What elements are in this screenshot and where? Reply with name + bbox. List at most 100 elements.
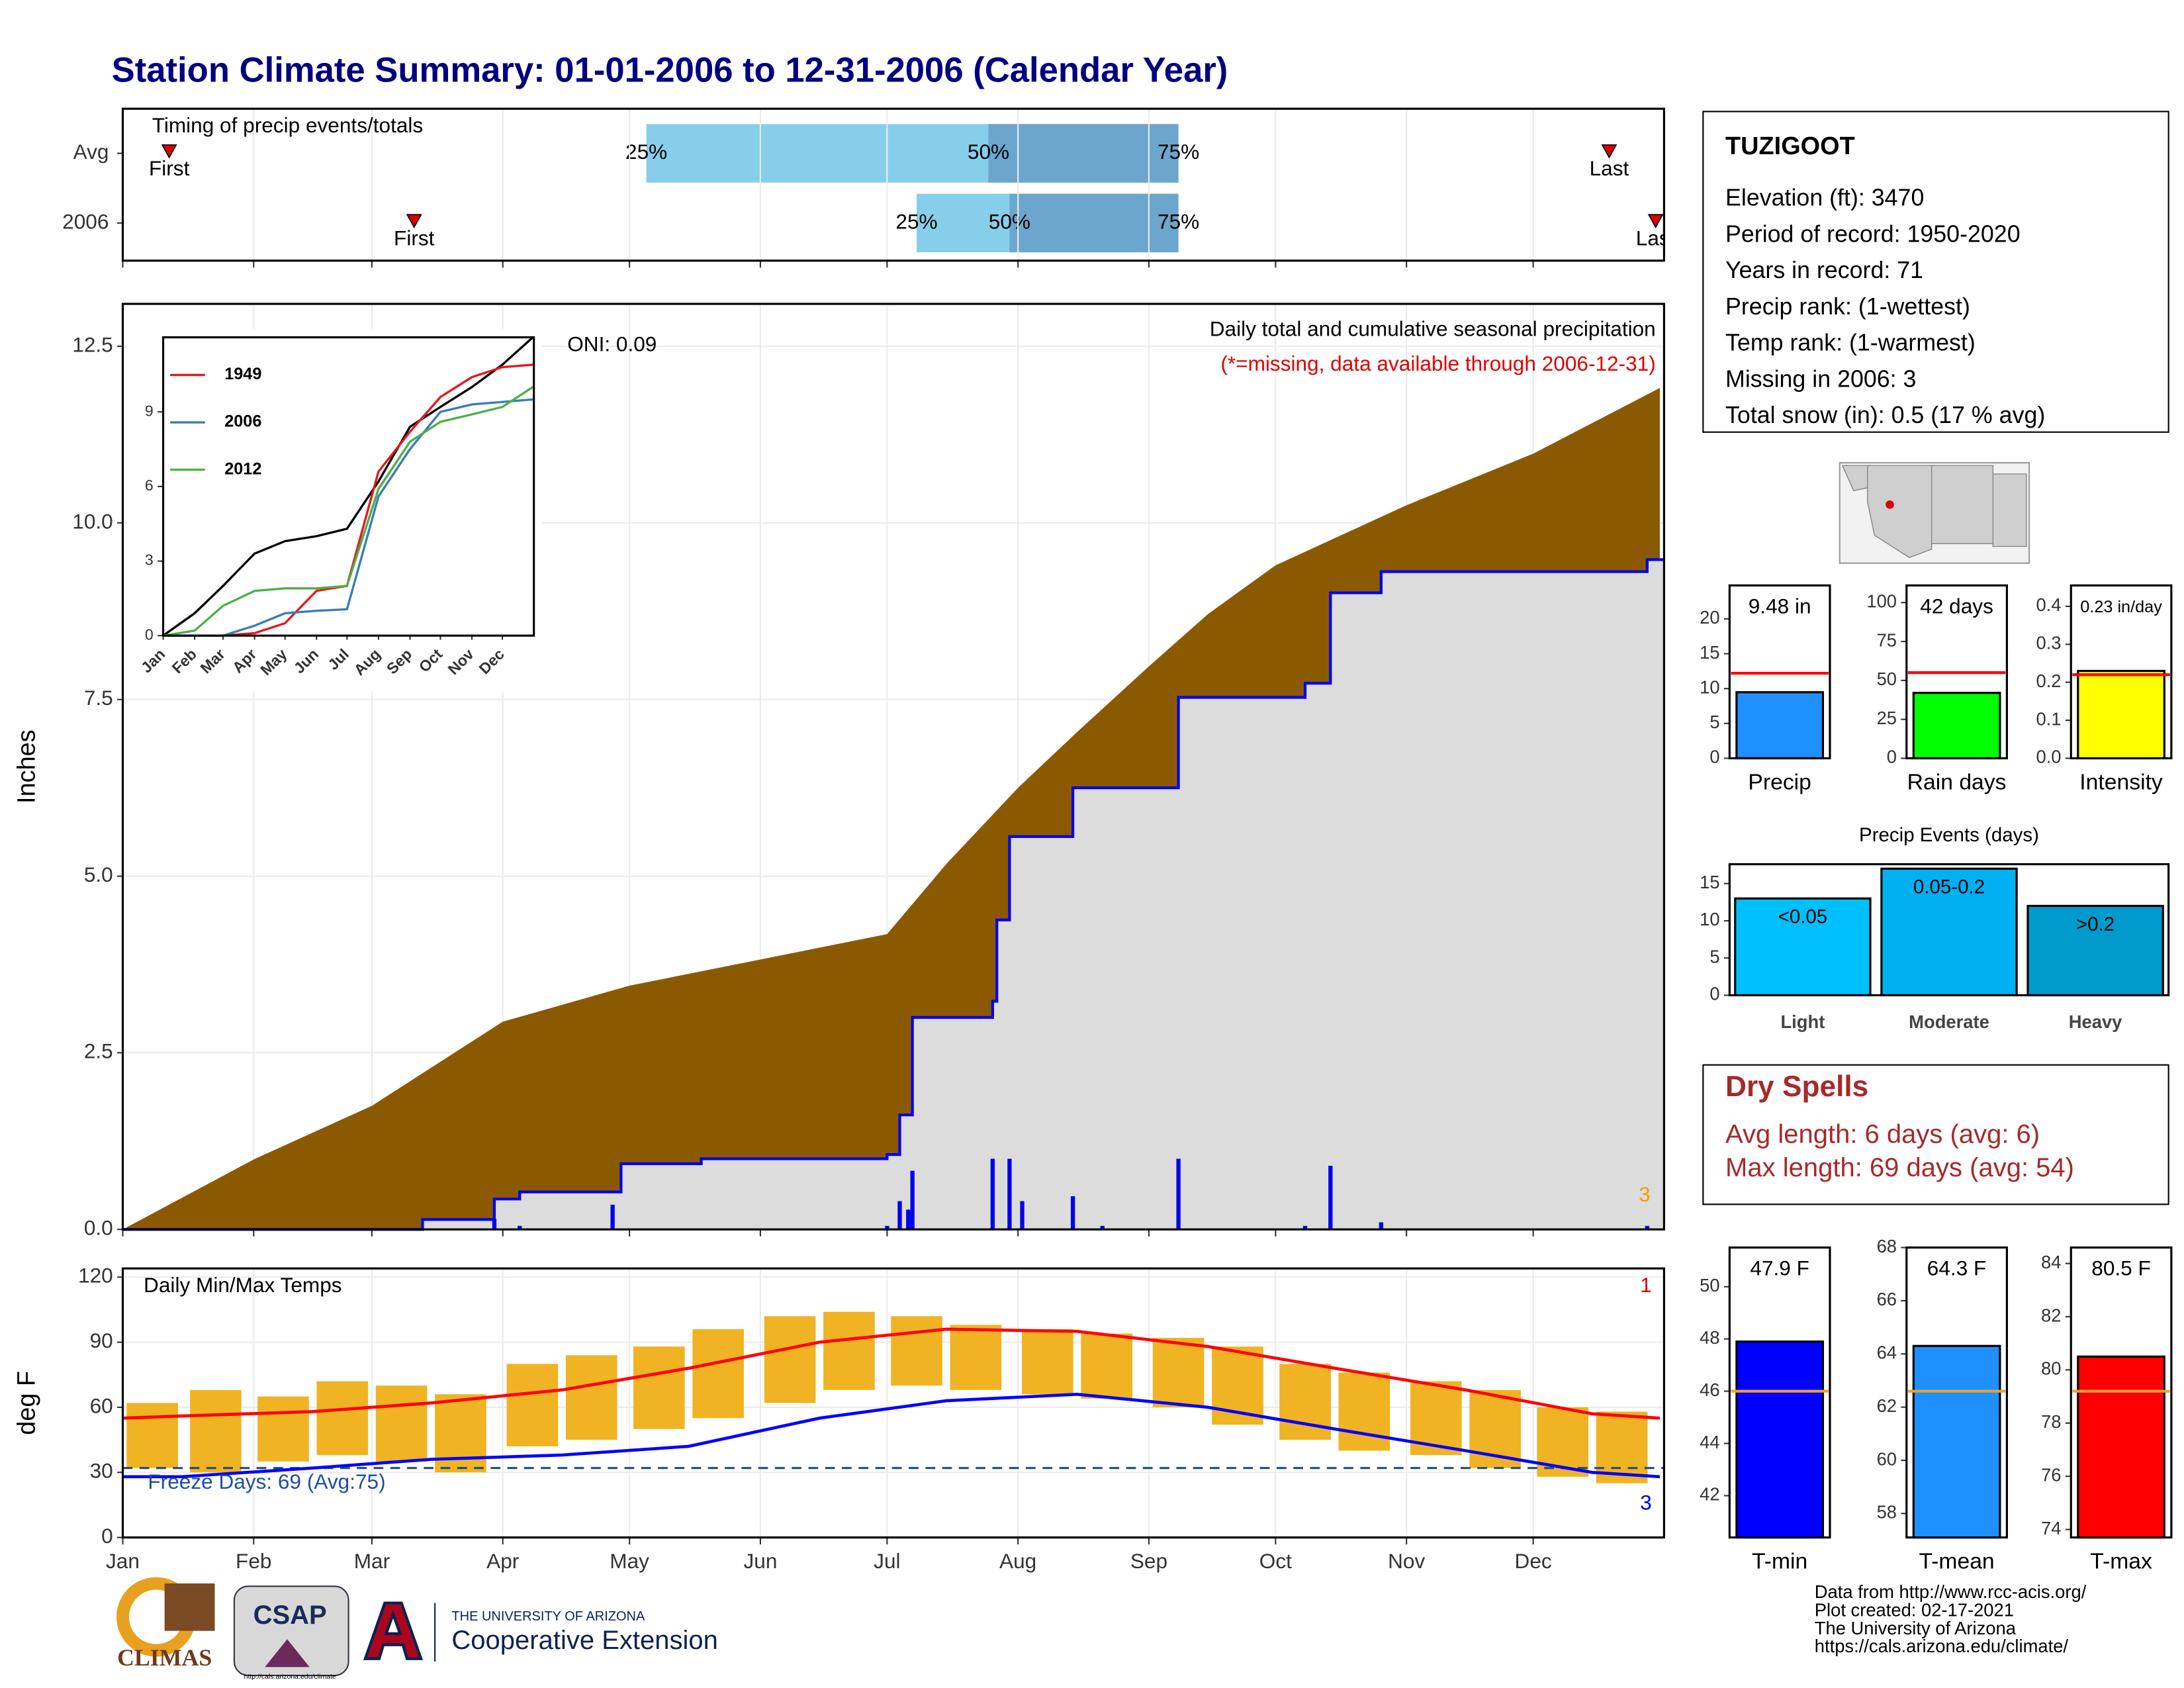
y-tick-label: 9 xyxy=(145,402,154,419)
x-tick-label: Sep xyxy=(1130,1549,1167,1573)
temp-range-bar xyxy=(1022,1329,1073,1395)
row-label: Avg xyxy=(73,140,109,164)
daily-bar xyxy=(610,1204,615,1230)
event-label: Last xyxy=(1590,156,1629,180)
temp-range-bar xyxy=(375,1385,428,1462)
plot-frame xyxy=(1905,584,2008,760)
y-tick-label: 2.5 xyxy=(84,1039,113,1063)
dry-spells-box xyxy=(1702,1064,2169,1205)
timing-plot: 25% 50% 75% First Last 25% 50% 75% First Last xyxy=(149,124,1664,253)
y-label: Inches xyxy=(13,729,40,804)
page-title: Station Climate Summary: 01-01-2006 to 1… xyxy=(112,50,1228,89)
daily-bar xyxy=(906,1209,911,1230)
gauge-label: T-mean xyxy=(1919,1549,1994,1573)
station-line: Years in record: 71 xyxy=(1725,257,1923,283)
daily-bar xyxy=(1379,1222,1384,1230)
bin-label: <0.05 xyxy=(1778,906,1828,928)
dry-spells-title: Dry Spells xyxy=(1725,1070,1868,1103)
gauge-bar xyxy=(2077,1355,2165,1539)
station-line: Elevation (ft): 3470 xyxy=(1725,185,1924,211)
temp-range-bar xyxy=(633,1346,685,1429)
y-tick-label: 68 xyxy=(1877,1236,1897,1256)
extension: Cooperative Extension xyxy=(451,1626,717,1655)
gauge-label: Intensity xyxy=(2079,770,2163,794)
csap-url: http://cals.arizona.edu/climate xyxy=(244,1673,336,1681)
y-tick-label: 0 xyxy=(1709,984,1719,1004)
quartile-label: 25% xyxy=(895,209,937,233)
daily-bar xyxy=(1070,1196,1075,1230)
y-tick-label: 60 xyxy=(1877,1448,1897,1469)
plot-frame xyxy=(161,336,535,637)
y-tick-label: 6 xyxy=(145,477,154,494)
event-marker xyxy=(1647,214,1664,228)
temp-range-bar xyxy=(1152,1338,1205,1407)
y-tick-label: 76 xyxy=(2041,1464,2061,1485)
daily-bar xyxy=(1645,1225,1650,1230)
y-tick-label: 15 xyxy=(1700,642,1719,663)
value-label: 9.48 in xyxy=(1749,594,1811,618)
temp-range-bar xyxy=(316,1381,369,1456)
y-tick-label: 100 xyxy=(1866,591,1897,612)
station-marker xyxy=(1886,500,1894,509)
legend-label: 2006 xyxy=(224,412,261,431)
dry-spells-line: Max length: 69 days (avg: 54) xyxy=(1725,1153,2074,1182)
x-tick-label: Dec xyxy=(1515,1549,1552,1573)
y-label: deg F xyxy=(13,1371,40,1435)
station-line: Period of record: 1950-2020 xyxy=(1725,220,2021,247)
daily-bar xyxy=(518,1225,522,1230)
gauge-bar xyxy=(1735,691,1825,760)
x-tick-label: Light xyxy=(1780,1011,1825,1032)
daily-bar xyxy=(1007,1158,1012,1230)
x-tick-label: Jan xyxy=(106,1549,140,1573)
daily-bar xyxy=(885,1225,889,1230)
event-marker xyxy=(406,214,422,228)
observed-line xyxy=(122,558,1664,1231)
x-tick-label: Nov xyxy=(1388,1549,1425,1573)
value-label: 47.9 F xyxy=(1750,1256,1809,1280)
y-tick-label: 0.4 xyxy=(2036,594,2061,615)
temp-range-bar xyxy=(1338,1372,1390,1451)
y-tick-label: 44 xyxy=(1700,1432,1719,1452)
legend-label: 2012 xyxy=(224,459,261,478)
panel-title: Daily Min/Max Temps xyxy=(144,1273,341,1297)
temp-range-bar xyxy=(823,1311,875,1390)
x-tick-label: Jun xyxy=(743,1549,777,1573)
legend-label: 1949 xyxy=(224,365,261,383)
bar xyxy=(2026,904,2164,997)
daily-bar xyxy=(990,1158,995,1230)
panel-subtitle: (*=missing, data available through 2006-… xyxy=(1220,352,1655,375)
y-tick-label: 10 xyxy=(1700,677,1719,697)
temp-range-bar xyxy=(692,1329,744,1419)
y-tick-label: 0.1 xyxy=(2036,708,2061,729)
plot-frame xyxy=(121,303,1665,1231)
panel-title: Timing of precip events/totals xyxy=(152,113,424,137)
observed-area xyxy=(122,559,1664,1230)
y-tick-label: 42 xyxy=(1700,1484,1719,1505)
inset-background xyxy=(126,328,543,692)
csap-logo xyxy=(233,1585,349,1677)
y-tick-label: 84 xyxy=(2041,1252,2061,1272)
map xyxy=(1839,462,2030,564)
temp-range-bar xyxy=(891,1316,942,1386)
plot-frame xyxy=(1728,584,1831,760)
high-note: 1 xyxy=(1640,1273,1652,1297)
y-tick-label: 50 xyxy=(1877,669,1897,689)
station-line: Missing in 2006: 3 xyxy=(1725,365,1916,392)
station-line: Total snow (in): 0.5 (17 % avg) xyxy=(1725,402,2045,428)
station-line: Precip rank: (1-wettest) xyxy=(1725,293,1970,320)
panel-title: Daily total and cumulative seasonal prec… xyxy=(1210,316,1656,340)
plot-frame xyxy=(1728,1246,1831,1539)
temp-range-bar xyxy=(257,1396,309,1462)
row-label: 2006 xyxy=(62,209,109,233)
gauge-bar xyxy=(1735,1340,1825,1539)
y-tick-label: 5.0 xyxy=(84,863,113,886)
temp-range-bar xyxy=(435,1394,486,1473)
daily-bar xyxy=(897,1201,902,1230)
low-note: 3 xyxy=(1640,1490,1652,1514)
plot-frame xyxy=(2070,584,2173,760)
daily-bar xyxy=(910,1170,915,1230)
x-tick-label: Heavy xyxy=(2069,1011,2122,1032)
y-tick-label: 5 xyxy=(1709,946,1719,966)
gauge-bar xyxy=(1912,1344,2001,1539)
